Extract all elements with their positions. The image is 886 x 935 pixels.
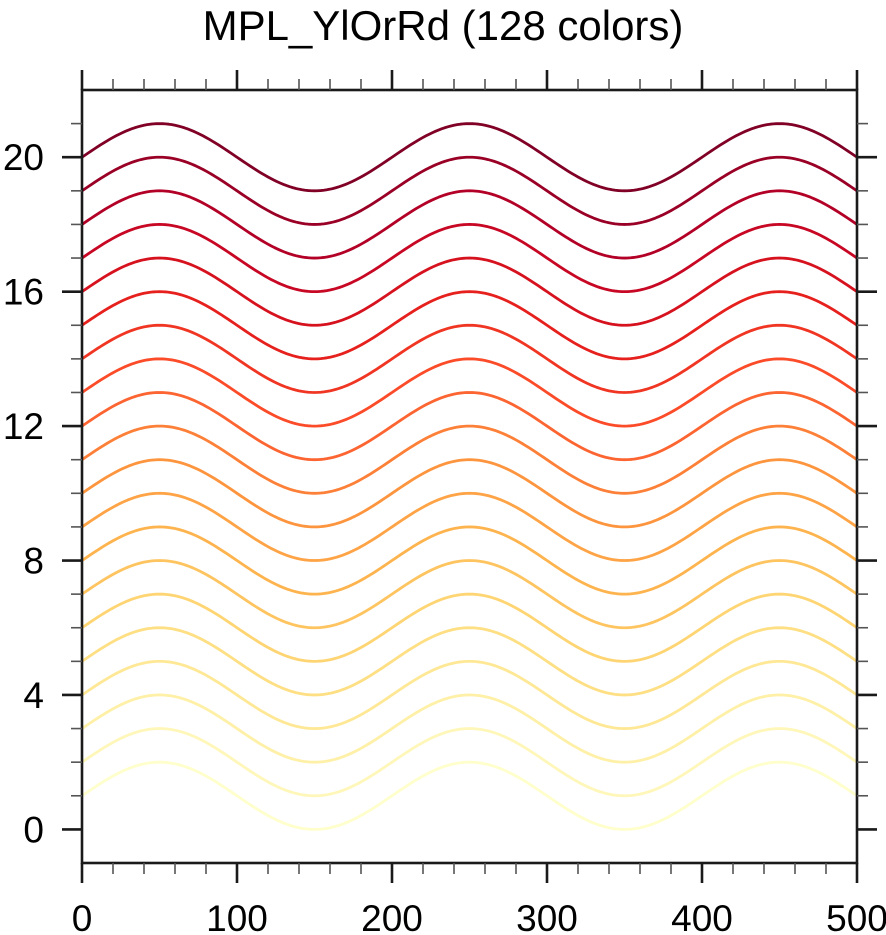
wave-line-15 — [80, 290, 859, 361]
wave-line-02 — [80, 727, 859, 798]
wave-line-07 — [80, 559, 859, 630]
wave-line-06 — [80, 592, 859, 663]
plot-frame — [80, 88, 859, 865]
y-tick-label: 4 — [23, 675, 44, 716]
wave-line-16 — [80, 256, 859, 327]
wave-line-05 — [80, 626, 859, 697]
x-tick-label: 200 — [361, 898, 423, 935]
x-tick-label: 0 — [72, 898, 93, 935]
wave-line-14 — [80, 323, 859, 394]
x-tick-label: 300 — [516, 898, 578, 935]
wave-line-13 — [80, 357, 859, 428]
wave-line-10 — [80, 458, 859, 529]
wave-line-12 — [80, 391, 859, 462]
y-tick-label: 8 — [23, 541, 44, 582]
y-tick-label: 20 — [3, 137, 44, 178]
x-tick-label: 400 — [671, 898, 733, 935]
y-tick-label: 16 — [3, 272, 44, 313]
wave-line-04 — [80, 659, 859, 730]
wave-line-08 — [80, 525, 859, 596]
chart-title: MPL_YlOrRd (128 colors) — [202, 2, 684, 49]
y-tick-label: 12 — [3, 406, 44, 447]
wave-line-01 — [80, 760, 859, 831]
y-tick-label: 0 — [23, 809, 44, 850]
wave-line-11 — [80, 424, 859, 495]
x-tick-label: 100 — [206, 898, 268, 935]
wave-line-18 — [80, 189, 859, 260]
wave-line-20 — [80, 122, 859, 193]
wave-line-09 — [80, 491, 859, 562]
x-tick-label: 500 — [826, 898, 886, 935]
wave-line-19 — [80, 155, 859, 226]
wave-line-17 — [80, 223, 859, 294]
wave-line-03 — [80, 693, 859, 764]
